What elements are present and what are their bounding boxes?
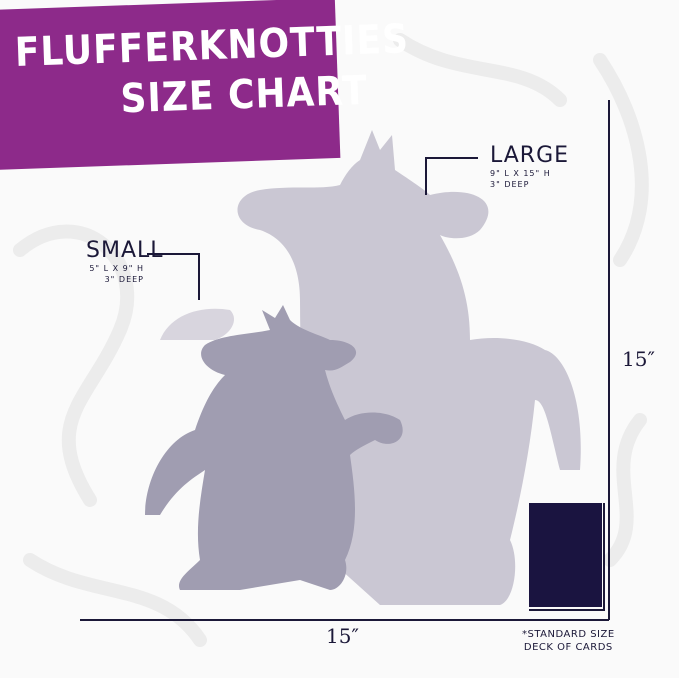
large-name: LARGE [490, 143, 570, 168]
small-depth: 3" DEEP [104, 275, 144, 284]
small-size-label: SMALL 5" L X 9" H 3" DEEP [86, 238, 164, 285]
card-note-line-1: *STANDARD SIZE [522, 629, 615, 640]
small-silhouette-back-ear [160, 308, 235, 340]
card-note: *STANDARD SIZE DECK OF CARDS [522, 628, 615, 654]
small-silhouette [145, 305, 403, 590]
large-depth: 3" DEEP [490, 180, 530, 189]
card-frame [529, 503, 605, 611]
small-name: SMALL [86, 238, 164, 263]
card-note-line-2: DECK OF CARDS [523, 642, 613, 653]
card-deck-silhouette [529, 503, 602, 607]
width-label: 15″ [326, 624, 359, 648]
small-leader-line [147, 253, 200, 300]
large-dims: 9" L X 15" H [490, 169, 551, 178]
large-size-label: LARGE 9" L X 15" H 3" DEEP [490, 143, 569, 190]
height-label: 15″ [622, 347, 655, 371]
small-dims: 5" L X 9" H [89, 264, 144, 273]
large-leader-line [425, 157, 478, 195]
